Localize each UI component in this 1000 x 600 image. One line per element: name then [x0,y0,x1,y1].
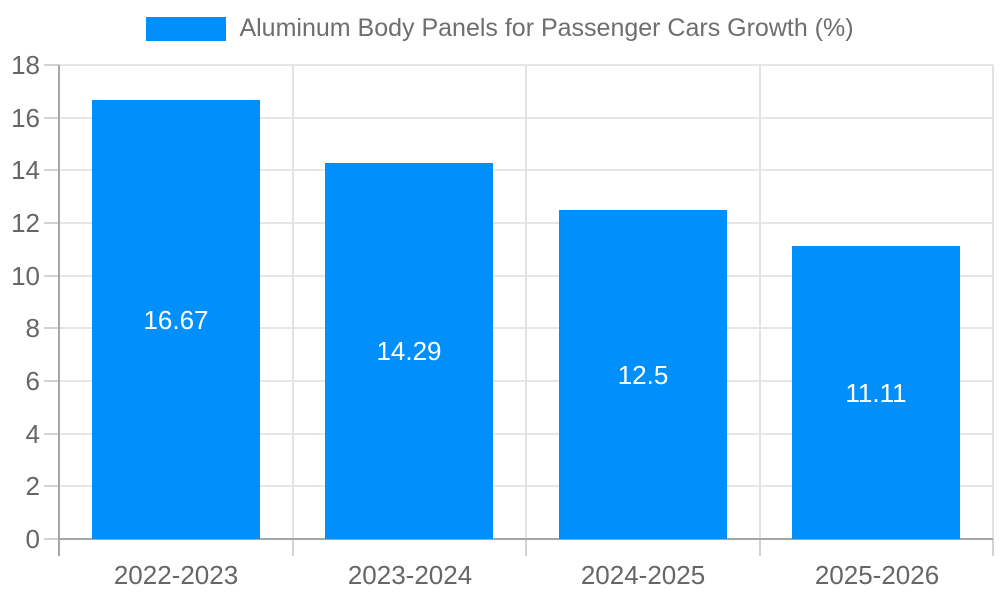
y-axis-tick-mark [44,433,59,435]
bar[interactable] [325,163,493,539]
y-axis-tick-mark [44,117,59,119]
y-axis-tick-mark [44,485,59,487]
y-axis-tick-mark [44,64,59,66]
y-axis-tick-mark [44,275,59,277]
x-axis-tick-mark [292,539,294,556]
bar-value-label: 11.11 [845,378,907,408]
y-axis-tick-mark [44,538,59,540]
legend-swatch [146,16,227,41]
x-axis-category-label: 2024-2025 [580,560,706,590]
y-axis-tick-label: 4 [25,419,40,449]
y-axis-tick-mark [44,169,59,171]
y-axis-tick-label: 6 [25,366,40,396]
y-axis-tick-mark [44,222,59,224]
legend[interactable]: Aluminum Body Panels for Passenger Cars … [0,14,1000,43]
x-axis-tick-mark [58,539,60,556]
bar[interactable] [559,210,727,539]
y-axis-tick-label: 18 [11,50,40,80]
gridline-vertical [525,65,527,539]
x-axis-tick-mark [992,539,994,556]
legend-label: Aluminum Body Panels for Passenger Cars … [239,14,854,42]
y-axis-tick-mark [44,380,59,382]
bar-value-label: 12.5 [617,360,669,390]
bar[interactable] [92,100,260,539]
y-axis-tick-label: 10 [11,261,40,291]
y-axis-tick-label: 16 [11,103,40,133]
gridline-vertical [292,65,294,539]
y-axis-line [58,65,60,539]
y-axis-tick-mark [44,327,59,329]
bar-value-label: 16.67 [143,305,209,335]
bar[interactable] [792,246,960,539]
y-axis-tick-label: 8 [25,313,40,343]
x-axis-category-label: 2025-2026 [814,560,940,590]
x-axis-line [59,538,993,540]
y-axis-tick-label: 12 [11,208,40,238]
x-axis-tick-mark [759,539,761,556]
y-axis-tick-label: 0 [25,524,40,554]
gridline-vertical [992,65,994,539]
x-axis-tick-mark [525,539,527,556]
x-axis-category-label: 2023-2024 [347,560,473,590]
bar-value-label: 14.29 [376,336,442,366]
y-axis-tick-label: 14 [11,155,40,185]
x-axis-category-label: 2022-2023 [113,560,239,590]
gridline-vertical [759,65,761,539]
y-axis-tick-label: 2 [25,471,40,501]
